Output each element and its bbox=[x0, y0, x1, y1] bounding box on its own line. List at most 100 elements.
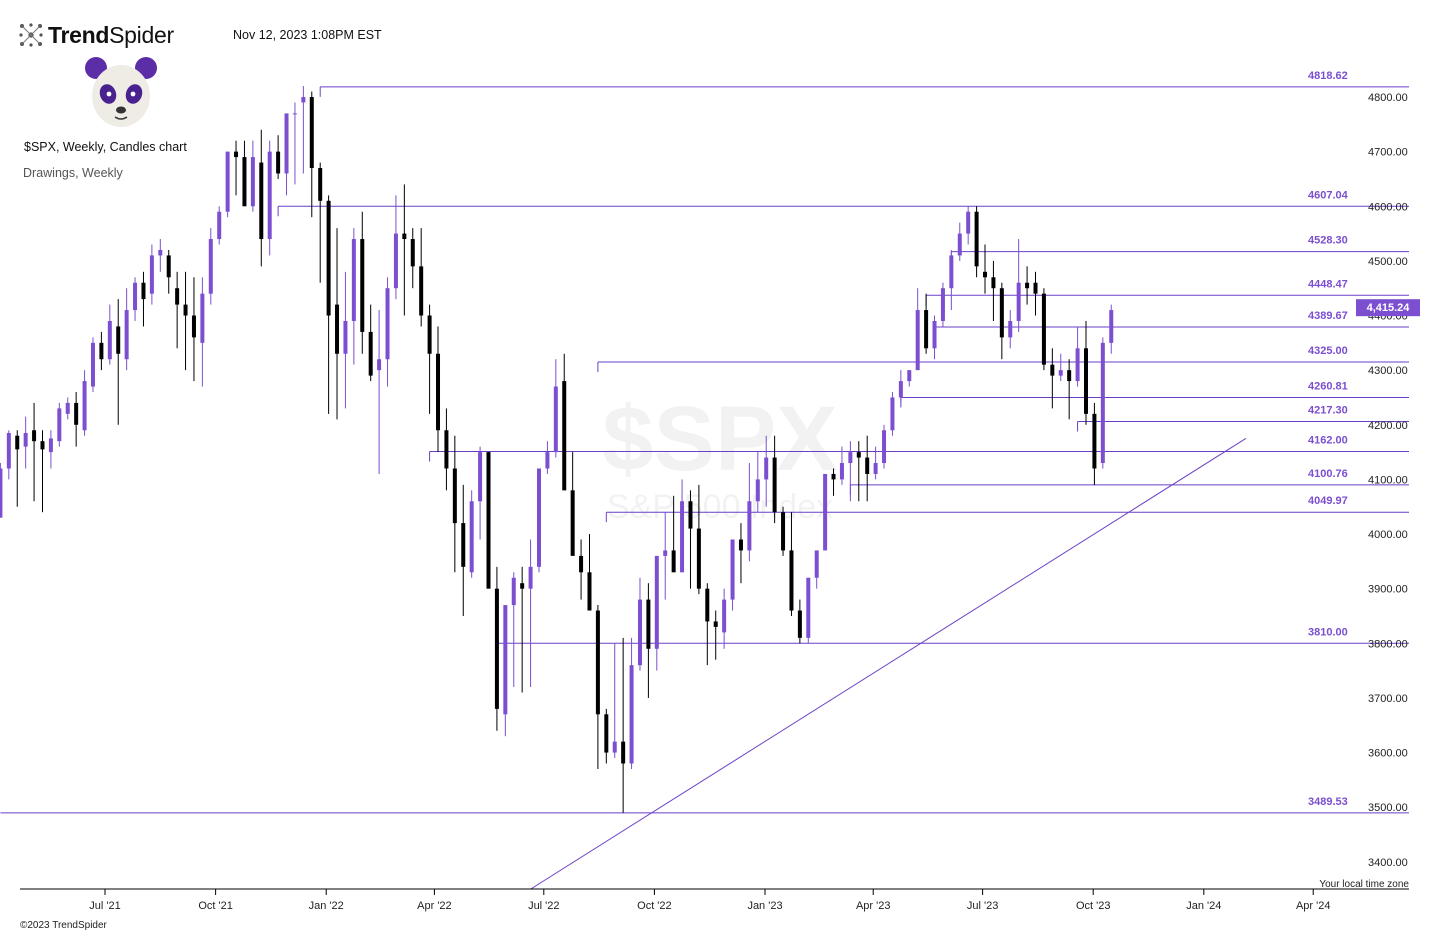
candle bbox=[452, 435, 457, 573]
candle-body bbox=[200, 293, 205, 343]
candle-body bbox=[738, 539, 743, 551]
candle-body bbox=[0, 468, 3, 518]
candle-body bbox=[595, 610, 600, 715]
x-tick-label: Oct '23 bbox=[1076, 900, 1111, 912]
y-tick-label: 4800.00 bbox=[1368, 92, 1408, 104]
candle bbox=[57, 402, 62, 447]
candle bbox=[242, 140, 247, 207]
candle-body bbox=[1100, 342, 1105, 464]
candle bbox=[730, 539, 735, 611]
candle-body bbox=[503, 605, 508, 715]
candle bbox=[957, 222, 962, 261]
candle-body bbox=[166, 255, 171, 278]
candle bbox=[553, 359, 558, 458]
candle bbox=[444, 408, 449, 491]
candle bbox=[469, 490, 474, 578]
y-axis: 3400.00 3500.00 3600.00 3700.00 3800.00 3900.… bbox=[1368, 92, 1408, 869]
x-tick-label: Oct '22 bbox=[637, 900, 672, 912]
candle bbox=[326, 195, 331, 414]
candle bbox=[1109, 304, 1114, 354]
y-tick-label: 4100.00 bbox=[1368, 474, 1408, 486]
candle bbox=[74, 392, 79, 447]
candle-body bbox=[284, 113, 289, 174]
candle-body bbox=[368, 331, 373, 376]
candle bbox=[48, 430, 53, 469]
candle bbox=[528, 539, 533, 688]
candle-body bbox=[957, 233, 962, 256]
candle-body bbox=[983, 271, 988, 278]
level-label: 3489.53 bbox=[1308, 796, 1348, 808]
candle bbox=[873, 446, 878, 480]
candle-body bbox=[335, 304, 340, 354]
candle-body bbox=[175, 288, 180, 305]
level-label: 4100.76 bbox=[1308, 468, 1348, 480]
candle bbox=[1008, 310, 1013, 349]
candle-body bbox=[149, 255, 154, 294]
candle bbox=[23, 416, 28, 469]
candle-body bbox=[419, 266, 424, 316]
chart-subtitle: Drawings, Weekly bbox=[23, 166, 123, 180]
candle-body bbox=[1025, 282, 1030, 289]
candle bbox=[107, 304, 112, 365]
candle-body bbox=[781, 512, 786, 551]
candle bbox=[158, 239, 163, 272]
candle-body bbox=[890, 397, 895, 431]
candle bbox=[419, 228, 424, 327]
y-tick-label: 4500.00 bbox=[1368, 256, 1408, 268]
level-lines: 4818.62 4607.04 4528.30 4448.47 4389.67 4325.… bbox=[0, 70, 1409, 814]
candle bbox=[1083, 320, 1088, 425]
candle-body bbox=[1067, 370, 1072, 382]
support-trendline bbox=[530, 438, 1247, 890]
candle bbox=[604, 708, 609, 764]
candle bbox=[175, 271, 180, 349]
y-tick-label: 4600.00 bbox=[1368, 201, 1408, 213]
candle bbox=[385, 277, 390, 387]
candle-body bbox=[831, 473, 836, 480]
candle bbox=[200, 277, 205, 387]
candle bbox=[713, 610, 718, 660]
candle bbox=[755, 452, 760, 513]
candle-body bbox=[116, 326, 121, 354]
candle-body bbox=[915, 310, 920, 371]
candle bbox=[90, 337, 95, 393]
level-label: 4260.81 bbox=[1308, 380, 1348, 392]
candle bbox=[595, 605, 600, 769]
candle-body bbox=[343, 320, 348, 354]
candle bbox=[629, 637, 634, 769]
candle bbox=[99, 331, 104, 371]
timezone-label: Your local time zone bbox=[1319, 879, 1409, 890]
candle-body bbox=[158, 249, 163, 256]
candle-body bbox=[301, 97, 306, 103]
candle bbox=[82, 370, 87, 436]
candle-body bbox=[217, 211, 222, 240]
candle-body bbox=[545, 452, 550, 469]
candle-body bbox=[839, 463, 844, 480]
candle bbox=[974, 206, 979, 278]
candle-body bbox=[1092, 413, 1097, 469]
candle bbox=[276, 135, 281, 179]
candle-body bbox=[848, 452, 853, 464]
candle bbox=[318, 162, 323, 283]
candle bbox=[234, 140, 239, 196]
candle-body bbox=[133, 282, 138, 311]
candle bbox=[983, 244, 988, 294]
candle bbox=[335, 228, 340, 420]
candle bbox=[225, 151, 230, 218]
candle bbox=[907, 370, 912, 387]
candle bbox=[427, 304, 432, 414]
candle-body bbox=[1016, 282, 1021, 321]
candle-body bbox=[402, 233, 407, 240]
candle bbox=[671, 495, 676, 573]
candle-body bbox=[377, 359, 382, 371]
candle bbox=[949, 249, 954, 311]
candle-body bbox=[1083, 348, 1088, 414]
level-label: 4818.62 bbox=[1308, 70, 1348, 82]
candle-body bbox=[427, 315, 432, 354]
candle bbox=[940, 282, 945, 327]
candle bbox=[587, 534, 592, 611]
trendspider-logo-icon bbox=[19, 23, 43, 47]
candle-body bbox=[141, 282, 146, 300]
candle-body bbox=[696, 528, 701, 589]
candle bbox=[309, 91, 314, 218]
